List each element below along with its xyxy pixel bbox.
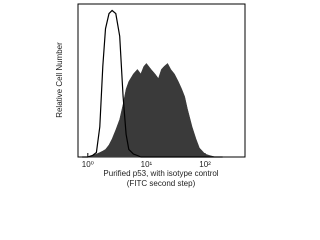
x-axis-label: (FITC second step) bbox=[127, 179, 196, 188]
chart: Relative Cell Number Purified p53, with … bbox=[55, 3, 246, 188]
filled-histogram bbox=[82, 63, 223, 158]
x-tick-label: 10⁰ bbox=[82, 160, 94, 169]
y-axis-label: Relative Cell Number bbox=[55, 42, 64, 118]
outline-histogram bbox=[82, 9, 223, 158]
x-tick-label: 10¹ bbox=[141, 160, 153, 169]
x-tick-label: 10² bbox=[199, 160, 211, 169]
x-axis-label: Purified p53, with isotype control bbox=[103, 169, 218, 178]
